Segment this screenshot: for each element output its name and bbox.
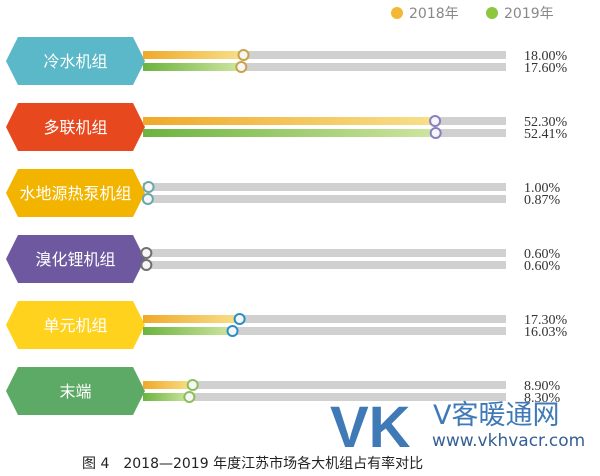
chart-row: 冷水机组 18.00%17.60% — [6, 37, 568, 85]
legend-2019-swatch — [486, 7, 498, 19]
value-label-2019: 17.60% — [524, 61, 568, 76]
value-label-2018: 18.00% — [524, 49, 568, 64]
bar-track — [143, 183, 506, 191]
category-badge — [6, 169, 145, 217]
value-label-2018: 8.90% — [524, 379, 561, 394]
bar-track — [143, 315, 506, 323]
legend: 2018年 2019年 — [391, 6, 554, 22]
bar-end-knob — [183, 391, 196, 403]
bar-track — [143, 249, 506, 257]
value-label-2018: 1.00% — [524, 181, 561, 196]
bar-2018 — [143, 381, 193, 389]
chart-title: 图 4 2018—2019 年度江苏市场各大机组占有率对比 — [82, 455, 423, 472]
chart-row: 溴化锂机组 0.60%0.60% — [6, 235, 561, 283]
bar-track — [143, 63, 506, 71]
category-badge — [6, 235, 145, 283]
category-label: 单元机组 — [43, 316, 107, 335]
bar-2019 — [143, 327, 233, 335]
watermark-url: www.vkhvacr.com — [432, 431, 585, 451]
value-label-2018: 17.30% — [524, 313, 568, 328]
bar-end-knob — [237, 49, 250, 61]
bar-track — [143, 393, 506, 401]
chart-row: 末端 8.90%8.30% — [6, 367, 561, 415]
bar-2019 — [143, 129, 436, 137]
bar-2019 — [143, 63, 242, 71]
bar-end-knob — [235, 61, 248, 73]
bar-track — [143, 195, 506, 203]
category-label: 溴化锂机组 — [35, 250, 115, 269]
watermark-logo: VK — [330, 395, 411, 460]
value-label-2019: 8.30% — [524, 391, 561, 406]
bar-track — [143, 381, 506, 389]
category-label: 末端 — [59, 382, 91, 401]
value-label-2019: 52.41% — [524, 127, 568, 142]
bar-end-knob — [142, 181, 155, 193]
category-label: 多联机组 — [43, 118, 107, 137]
bar-2018 — [143, 51, 244, 59]
bar-end-knob — [186, 379, 199, 391]
bar-end-knob — [429, 127, 442, 139]
value-label-2018: 0.60% — [524, 247, 561, 262]
bar-2018 — [143, 315, 240, 323]
legend-2019-label: 2019年 — [504, 6, 554, 22]
legend-2018-swatch — [391, 7, 403, 19]
bar-track — [143, 261, 506, 269]
category-label: 冷水机组 — [43, 52, 107, 71]
bar-end-knob — [140, 259, 153, 271]
value-label-2019: 0.87% — [524, 193, 561, 208]
chart-rows: 冷水机组 18.00%17.60% 多联机组 52.30%52.41% 水地源热泵机组 1… — [6, 37, 568, 415]
bar-track — [143, 327, 506, 335]
category-badge — [6, 301, 145, 349]
value-label-2019: 0.60% — [524, 259, 561, 274]
bar-end-knob — [141, 193, 154, 205]
chart-row: 水地源热泵机组 1.00%0.87% — [6, 169, 561, 217]
category-badge — [6, 37, 145, 85]
bar-2018 — [143, 117, 436, 125]
category-label: 水地源热泵机组 — [19, 184, 131, 203]
watermark: VK V客暖通网 www.vkhvacr.com — [330, 395, 585, 460]
bar-end-knob — [429, 115, 442, 127]
value-label-2018: 52.30% — [524, 115, 568, 130]
category-badge — [6, 367, 145, 415]
bar-2019 — [143, 393, 190, 401]
category-badge — [6, 103, 145, 151]
bar-end-knob — [233, 313, 246, 325]
bar-end-knob — [140, 247, 153, 259]
watermark-name: V客暖通网 — [433, 400, 559, 431]
chart-row: 多联机组 52.30%52.41% — [6, 103, 568, 151]
bar-end-knob — [226, 325, 239, 337]
legend-2018-label: 2018年 — [409, 6, 459, 22]
value-label-2019: 16.03% — [524, 325, 568, 340]
chart-row: 单元机组 17.30%16.03% — [6, 301, 568, 349]
bar-track — [143, 51, 506, 59]
